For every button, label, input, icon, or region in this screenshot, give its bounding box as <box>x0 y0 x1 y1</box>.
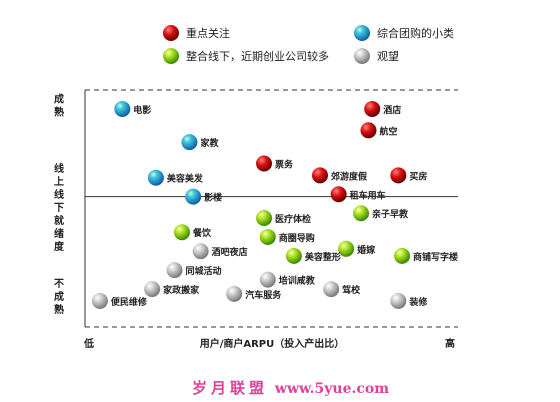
data-point <box>390 292 407 309</box>
data-point-label: 家政搬家 <box>163 284 200 296</box>
data-point <box>259 271 276 288</box>
data-point <box>256 155 273 172</box>
data-point-label: 医疗体检 <box>275 213 311 225</box>
data-point <box>192 243 209 260</box>
data-point <box>323 281 340 298</box>
x-axis-title: 用户/商户ARPU（投入产出比） <box>199 337 345 350</box>
data-point <box>285 247 302 264</box>
legend-label-watch: 观望 <box>377 50 399 63</box>
y-band-label: 线上线下就绪度 <box>54 162 65 253</box>
data-point <box>226 285 243 302</box>
data-point-label: 美容美发 <box>167 173 204 185</box>
data-point-label: 商铺写字楼 <box>413 251 458 263</box>
data-point-label: 租车用车 <box>350 189 386 201</box>
data-point <box>256 209 273 226</box>
data-point <box>181 134 198 151</box>
data-point-label: 买房 <box>409 170 427 182</box>
data-point-label: 航空 <box>379 125 397 137</box>
data-point <box>311 167 328 184</box>
data-point-label: 汽车服务 <box>245 289 282 301</box>
data-point <box>91 292 108 309</box>
data-point <box>330 186 347 203</box>
data-point <box>259 228 276 245</box>
legend: 重点关注 综合团购的小类 整合线下，近期创业公司较多 观望 <box>163 25 454 64</box>
data-point <box>338 240 355 257</box>
data-point <box>166 262 183 279</box>
watermark-site: www.5yue.com <box>274 381 389 397</box>
data-point-label: 商圈导购 <box>279 232 315 244</box>
data-point-label: 酒店 <box>383 104 401 116</box>
data-point <box>173 224 190 241</box>
legend-marker-focus <box>163 25 179 41</box>
legend-label-focus: 重点关注 <box>186 26 230 40</box>
data-point-label: 家教 <box>200 137 219 149</box>
data-point-label: 美容整形 <box>305 251 341 263</box>
data-point <box>353 205 370 222</box>
data-point-label: 驾校 <box>342 284 361 296</box>
legend-label-offline: 整合线下，近期创业公司较多 <box>186 49 329 63</box>
data-point-label: 票务 <box>275 158 294 170</box>
y-band-label: 不成熟 <box>54 278 64 316</box>
legend-marker-watch <box>354 48 370 64</box>
data-point-label: 装修 <box>408 296 428 308</box>
legend-marker-groupbuy <box>354 25 370 41</box>
data-point <box>144 281 161 298</box>
data-point-label: 同城活动 <box>186 265 222 277</box>
data-point <box>360 122 377 139</box>
data-point-label: 郊游度假 <box>331 170 368 182</box>
watermark-name: 岁月联盟 <box>192 379 268 397</box>
data-point <box>185 188 202 205</box>
data-point-label: 酒吧夜店 <box>212 246 248 258</box>
data-point-label: 便民维修 <box>111 296 148 308</box>
data-point-label: 亲子早教 <box>372 208 409 220</box>
data-point <box>394 247 411 264</box>
y-band-label: 成熟 <box>54 93 64 119</box>
x-high-label: 高 <box>445 337 455 350</box>
legend-label-groupbuy: 综合团购的小类 <box>377 26 454 40</box>
data-point-label: 电影 <box>133 104 151 116</box>
data-point-label: 影楼 <box>204 192 222 204</box>
data-point <box>147 169 164 186</box>
legend-marker-offline <box>163 48 179 64</box>
data-point-label: 培训咸教 <box>279 275 316 287</box>
data-point <box>390 167 407 184</box>
data-point <box>114 100 131 117</box>
data-point <box>364 100 381 117</box>
data-point-label: 婚嫁 <box>357 244 375 256</box>
data-point-label: 餐饮 <box>192 227 212 239</box>
x-low-label: 低 <box>83 337 94 350</box>
